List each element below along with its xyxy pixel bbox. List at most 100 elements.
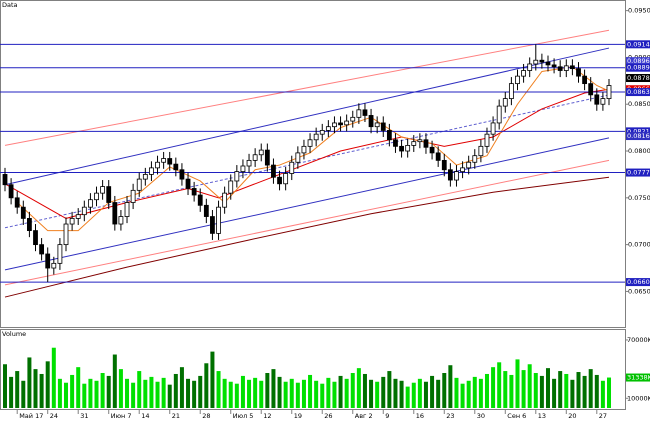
volume-bar bbox=[564, 373, 569, 408]
volume-bar bbox=[247, 379, 252, 408]
volume-bar bbox=[417, 378, 422, 408]
candle-body bbox=[496, 105, 502, 124]
candle-body bbox=[447, 169, 453, 181]
candle-body bbox=[515, 75, 520, 85]
volume-bar bbox=[588, 369, 593, 408]
volume-bar bbox=[112, 354, 117, 408]
level-box bbox=[626, 127, 650, 136]
volume-bar bbox=[125, 378, 130, 408]
volume-bar bbox=[64, 382, 69, 408]
volume-panel bbox=[0, 329, 626, 410]
x-tick-label: 12 bbox=[263, 412, 271, 420]
x-tick-label: 23 bbox=[446, 412, 454, 420]
volume-bar bbox=[381, 376, 386, 408]
volume-bar bbox=[289, 378, 294, 408]
y-tick-label: 0.0750 bbox=[628, 194, 650, 202]
candle-body bbox=[460, 167, 465, 173]
volume-bar bbox=[393, 378, 398, 408]
volume-bar bbox=[362, 373, 367, 408]
candle-body bbox=[301, 145, 307, 154]
x-tick-label: 21 bbox=[172, 412, 180, 420]
candle-body bbox=[307, 139, 313, 147]
volume-bar bbox=[344, 378, 349, 408]
level-label: 0.0816 bbox=[627, 132, 650, 140]
candle-body bbox=[386, 130, 392, 141]
level-label: 0.0896 bbox=[627, 57, 650, 65]
candle-body bbox=[472, 155, 478, 163]
volume-bar bbox=[204, 363, 209, 408]
volume-bar bbox=[277, 376, 282, 408]
volume-bar bbox=[131, 382, 136, 408]
candle-body bbox=[2, 174, 8, 186]
volume-bar bbox=[387, 371, 392, 408]
y-tick-label: 0.0850 bbox=[628, 100, 650, 108]
volume-bar bbox=[45, 361, 50, 408]
candle-body bbox=[539, 59, 545, 63]
candle-body bbox=[33, 230, 38, 246]
volume-bar bbox=[558, 371, 563, 408]
volume-bar bbox=[478, 378, 483, 408]
level-box bbox=[626, 278, 650, 287]
volume-bar bbox=[82, 383, 87, 408]
candle-body bbox=[454, 171, 459, 181]
volume-bar bbox=[509, 374, 514, 408]
candle-body bbox=[356, 109, 362, 118]
level-box bbox=[626, 132, 650, 141]
candle-body bbox=[368, 115, 374, 128]
volume-title: Volume bbox=[2, 330, 26, 338]
volume-bar bbox=[149, 376, 154, 408]
volume-bar bbox=[100, 373, 105, 408]
level-label: 0.0914 bbox=[627, 40, 650, 48]
candle-body bbox=[533, 59, 539, 65]
candle-body bbox=[210, 216, 215, 234]
volume-bar bbox=[88, 378, 93, 408]
volume-bar bbox=[533, 373, 538, 408]
volume-bar bbox=[448, 365, 453, 408]
level-label: 0.0777 bbox=[627, 169, 650, 177]
candle-body bbox=[502, 98, 508, 107]
indicator-line bbox=[4, 137, 610, 271]
volume-bar bbox=[94, 380, 99, 408]
candle-body bbox=[75, 214, 81, 219]
volume-bar bbox=[143, 379, 148, 408]
indicator-line bbox=[4, 159, 610, 286]
candle-body bbox=[203, 204, 209, 217]
level-box bbox=[626, 168, 650, 177]
volume-bar bbox=[118, 369, 123, 408]
candle-body bbox=[252, 154, 258, 161]
volume-bar bbox=[33, 369, 38, 408]
candle-body bbox=[521, 70, 526, 77]
candle-body bbox=[441, 159, 447, 171]
volume-bar bbox=[253, 377, 258, 408]
y-tick-label: 0.0650 bbox=[628, 287, 650, 295]
volume-bar bbox=[399, 380, 404, 408]
x-tick-label: Авг 2 bbox=[355, 412, 373, 420]
candle-body bbox=[588, 83, 594, 96]
volume-bar bbox=[539, 375, 544, 408]
volume-bar bbox=[491, 367, 496, 408]
candle-body bbox=[27, 218, 32, 231]
candle-body bbox=[399, 145, 404, 152]
volume-bar bbox=[308, 374, 313, 408]
x-tick-label: 30 bbox=[477, 412, 485, 420]
candle-body bbox=[124, 202, 130, 217]
x-tick-label: Сен 6 bbox=[507, 412, 526, 420]
indicator-line bbox=[4, 176, 610, 298]
candle-body bbox=[100, 186, 106, 194]
candle-body bbox=[258, 149, 264, 156]
candle-body bbox=[325, 126, 331, 131]
volume-bar bbox=[332, 381, 337, 408]
candle-body bbox=[240, 165, 246, 173]
candle-body bbox=[478, 145, 484, 157]
volume-bar bbox=[216, 371, 221, 408]
volume-bar bbox=[430, 375, 435, 408]
candle-body bbox=[69, 218, 75, 225]
volume-bar bbox=[70, 374, 75, 408]
candle-body bbox=[112, 202, 118, 225]
volume-bar bbox=[436, 379, 441, 408]
volume-bar bbox=[179, 367, 184, 408]
candle-body bbox=[216, 206, 221, 234]
candle-body bbox=[94, 192, 99, 201]
candle-body bbox=[362, 109, 368, 116]
candle-body bbox=[594, 94, 600, 105]
